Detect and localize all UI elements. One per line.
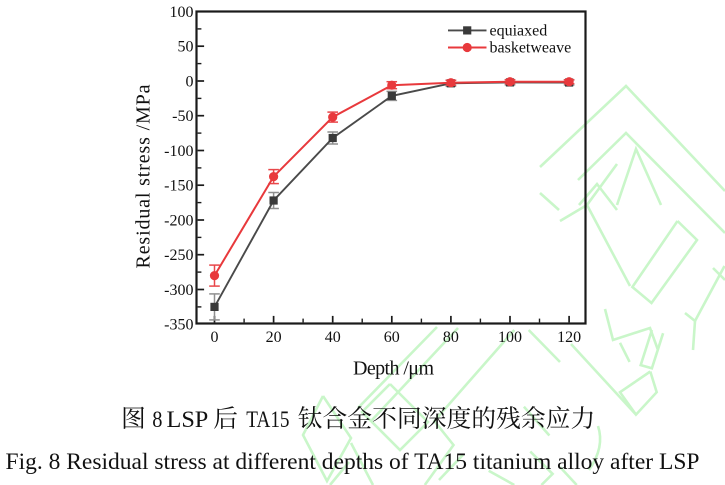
svg-text:8: 8 [152,407,162,433]
svg-text:-100: -100 [164,143,193,160]
svg-text:Residual stress /MPa: Residual stress /MPa [133,84,155,268]
svg-text:0: 0 [211,329,219,346]
svg-text:120: 120 [557,329,581,346]
svg-text:Fig. 8 Residual stress at diff: Fig. 8 Residual stress at different dept… [6,449,700,475]
svg-text:-250: -250 [164,247,193,264]
svg-text:100: 100 [170,4,194,21]
svg-text:basketweave: basketweave [490,40,572,57]
svg-text:50: 50 [178,39,194,56]
svg-text:equiaxed: equiaxed [490,22,548,39]
svg-text:20: 20 [266,329,282,346]
svg-text:LSP: LSP [167,407,209,433]
svg-text:-50: -50 [172,108,193,125]
svg-text:60: 60 [384,329,400,346]
svg-text:0: 0 [186,73,194,90]
svg-text:Depth /μm: Depth /μm [353,358,434,380]
svg-text:-200: -200 [164,212,193,229]
svg-text:100: 100 [498,329,522,346]
svg-text:-150: -150 [164,178,193,195]
svg-text:TA15: TA15 [246,407,289,433]
svg-text:-300: -300 [164,282,193,299]
svg-text:40: 40 [325,329,341,346]
svg-text:80: 80 [443,329,459,346]
svg-text:-350: -350 [164,317,193,334]
